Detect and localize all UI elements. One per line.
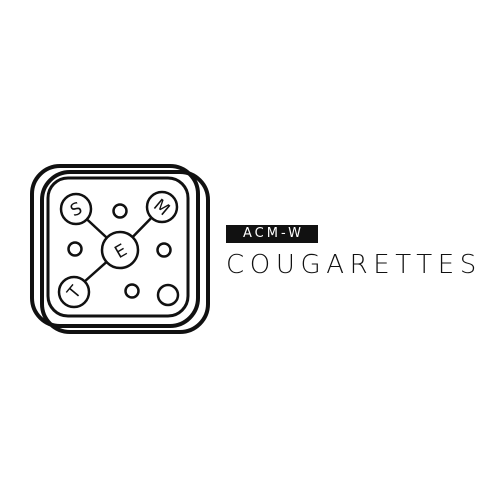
brand-name: COUGARETTES xyxy=(226,250,482,280)
acm-w-badge: ACM-W xyxy=(226,225,318,243)
emblem-shadow-frame xyxy=(40,170,210,334)
emblem-dot-right xyxy=(156,242,172,258)
emblem-outer-frame xyxy=(30,164,200,328)
emblem-inner-frame xyxy=(46,176,190,318)
letter-circle-s xyxy=(59,192,93,226)
stem-emblem-icon: S T E M xyxy=(28,162,214,336)
emblem-dot-left xyxy=(67,241,83,257)
letter-circle-e xyxy=(100,230,140,270)
stem-emblem-graphic: S T E M xyxy=(30,164,210,334)
letter-circle-t xyxy=(57,275,91,309)
letter-circle-m xyxy=(145,190,179,224)
emblem-dot-bottom xyxy=(124,283,140,299)
emblem-dot-bottom-right xyxy=(156,283,180,307)
emblem-dot-top xyxy=(112,203,128,219)
